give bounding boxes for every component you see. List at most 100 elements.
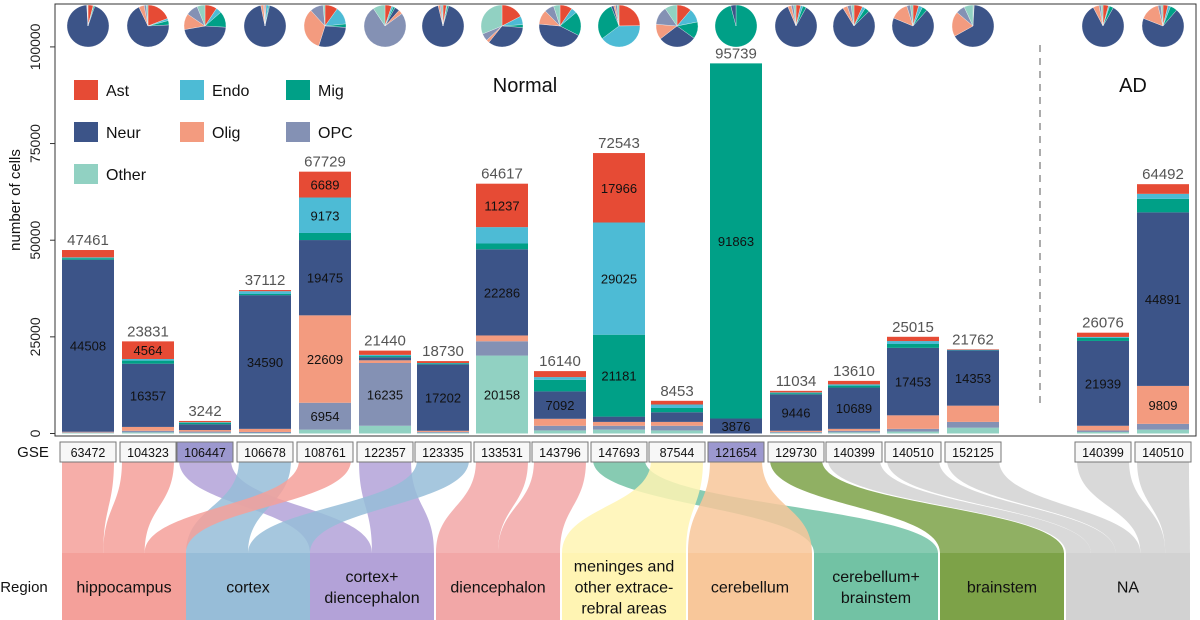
legend-item-olig: Olig bbox=[180, 122, 240, 142]
gse-label-152125: 152125 bbox=[944, 441, 1002, 463]
pie-normal-129730 bbox=[774, 4, 818, 48]
segment-value-label: 16235 bbox=[367, 387, 403, 402]
pie-slice-other bbox=[665, 4, 678, 27]
flow-ribbon bbox=[947, 460, 1141, 553]
segment-mig bbox=[710, 63, 762, 419]
bar-normal-106447: 3242 bbox=[179, 403, 231, 434]
gse-label-text: 121654 bbox=[715, 446, 757, 460]
segment-value-label: 34590 bbox=[247, 355, 283, 370]
segment-value-label: 6954 bbox=[311, 409, 340, 424]
segment-value-label: 21181 bbox=[601, 369, 636, 384]
region-label: NA bbox=[1117, 580, 1140, 597]
bar-ad-140510: 64492 9809 44891 bbox=[1137, 166, 1189, 434]
segment-value-label: 44891 bbox=[1145, 292, 1181, 307]
segment-mig bbox=[179, 422, 231, 425]
legend-label: Neur bbox=[106, 125, 141, 142]
segment-ast bbox=[593, 153, 645, 223]
bar-total-label: 64492 bbox=[1142, 166, 1184, 183]
segment-endo bbox=[417, 363, 469, 364]
gse-label-140510: 140510 bbox=[1134, 441, 1192, 463]
segment-other bbox=[62, 432, 114, 434]
segment-endo bbox=[534, 377, 586, 380]
pie-slice-other bbox=[1100, 4, 1104, 27]
legend-item-endo: Endo bbox=[180, 80, 249, 100]
segment-olig bbox=[887, 415, 939, 429]
pie-slice-opc bbox=[363, 8, 407, 48]
bar-normal-87544: 8453 bbox=[651, 383, 703, 434]
segment-other bbox=[179, 432, 231, 434]
gse-label-text: 152125 bbox=[952, 446, 994, 460]
flow-ribbon bbox=[359, 460, 434, 553]
legend-label: Ast bbox=[106, 83, 130, 100]
segment-olig bbox=[476, 335, 528, 342]
segment-value-label: 22286 bbox=[484, 285, 520, 300]
y-tick-label: 100000 bbox=[27, 23, 43, 70]
pie-normal-140510 bbox=[891, 4, 935, 48]
gse-label-box bbox=[1074, 441, 1132, 463]
pie-normal-108761 bbox=[303, 4, 347, 48]
segment-olig bbox=[417, 430, 469, 432]
gse-label-63472: 63472 bbox=[59, 441, 117, 463]
flow-ribbon bbox=[498, 460, 586, 553]
flow-ribbon bbox=[828, 460, 1091, 553]
pie-slice-neur bbox=[1141, 9, 1185, 48]
pie-slice-neur bbox=[184, 25, 227, 48]
segment-neur bbox=[887, 347, 939, 416]
region-brainstem: brainstem bbox=[940, 553, 1064, 620]
segment-other bbox=[239, 433, 291, 434]
pie-normal-152125 bbox=[951, 4, 995, 48]
bar-total-label: 11034 bbox=[776, 373, 817, 390]
segment-other bbox=[359, 425, 411, 434]
gse-label-text: 140399 bbox=[833, 446, 875, 460]
region-label: brainstem bbox=[841, 590, 911, 607]
pie-slice-endo bbox=[601, 25, 641, 48]
segment-value-label: 7092 bbox=[546, 398, 575, 413]
segment-olig bbox=[593, 421, 645, 426]
group-label-ad: AD bbox=[1119, 75, 1147, 97]
segment-mig bbox=[651, 407, 703, 413]
region-box bbox=[62, 553, 186, 620]
segment-value-label: 6689 bbox=[311, 178, 340, 193]
gse-label-108761: 108761 bbox=[296, 441, 354, 463]
segment-opc bbox=[299, 402, 351, 430]
legend-label: Other bbox=[106, 167, 147, 184]
segment-mig bbox=[1137, 198, 1189, 213]
bar-total-label: 72543 bbox=[598, 135, 640, 152]
flow-ribbon bbox=[62, 460, 114, 553]
segment-mig bbox=[299, 232, 351, 241]
gse-label-122357: 122357 bbox=[356, 441, 414, 463]
gse-label-box bbox=[884, 441, 942, 463]
segment-olig bbox=[1077, 425, 1129, 431]
segment-neur bbox=[359, 357, 411, 361]
pie-slice-other bbox=[1160, 4, 1164, 27]
segment-olig bbox=[239, 428, 291, 432]
pie-normal-121654 bbox=[714, 4, 758, 48]
segment-value-label: 91863 bbox=[718, 234, 754, 249]
pie-slice-olig bbox=[303, 10, 326, 47]
region-diencephalon: diencephalon bbox=[436, 553, 560, 620]
gse-label-box bbox=[1134, 441, 1192, 463]
gse-label-text: 140510 bbox=[1142, 446, 1184, 460]
segment-neur bbox=[239, 295, 291, 429]
bar-normal-106678: 37112 34590 bbox=[239, 272, 291, 434]
legend-swatch bbox=[286, 80, 310, 100]
segment-mig bbox=[417, 363, 469, 365]
pie-ad-140510 bbox=[1141, 4, 1185, 48]
segment-value-label: 9446 bbox=[782, 406, 811, 421]
pie-slice-neur bbox=[538, 23, 579, 48]
gse-label-box bbox=[176, 441, 234, 463]
gse-label-text: 147693 bbox=[598, 446, 640, 460]
segment-ast bbox=[887, 336, 939, 342]
y-tick-label: 75000 bbox=[27, 124, 43, 163]
segment-opc bbox=[947, 421, 999, 428]
legend-swatch bbox=[180, 80, 204, 100]
pie-slice-other bbox=[617, 4, 620, 27]
pie-slice-neur bbox=[774, 6, 818, 48]
segment-opc bbox=[1077, 430, 1129, 432]
composition-pies bbox=[66, 4, 1185, 48]
bar-normal-104323: 23831 16357 4564 bbox=[122, 323, 174, 434]
segment-neur bbox=[122, 363, 174, 427]
legend-label: Endo bbox=[212, 83, 249, 100]
flow-ribbon bbox=[436, 460, 528, 553]
segment-other bbox=[828, 432, 880, 434]
